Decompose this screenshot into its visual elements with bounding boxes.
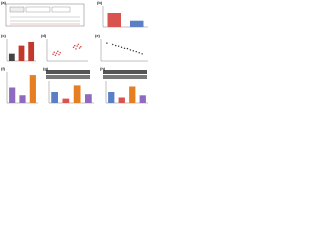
panel-label: (b) xyxy=(97,0,103,5)
figure: (a) (b) (c) (d) (e) (f) (g) (h) xyxy=(1,0,148,104)
diagram-frame xyxy=(5,3,85,27)
panel-label: (f) xyxy=(1,66,6,71)
dot xyxy=(73,44,76,47)
bar xyxy=(18,45,25,61)
blot-band xyxy=(46,75,90,79)
blot-band xyxy=(46,70,90,74)
blot-band xyxy=(103,70,147,74)
bar xyxy=(28,41,35,61)
utr-box xyxy=(51,6,71,13)
dot xyxy=(55,52,58,55)
bar xyxy=(29,75,36,103)
point xyxy=(117,45,120,47)
dot xyxy=(59,51,62,54)
bar xyxy=(73,85,81,103)
bar xyxy=(107,13,121,27)
promoter-box xyxy=(9,6,25,13)
dot xyxy=(53,51,56,53)
point xyxy=(126,47,129,50)
point xyxy=(123,47,126,50)
dot xyxy=(75,48,77,50)
dot xyxy=(58,53,60,56)
dot xyxy=(57,50,59,53)
dot xyxy=(52,53,54,55)
western-blot xyxy=(46,70,147,79)
dot xyxy=(77,43,80,46)
construct-diagram xyxy=(5,3,85,27)
panel-label: (c) xyxy=(1,33,7,38)
bar xyxy=(118,97,125,103)
bar xyxy=(139,95,146,103)
luciferase-box xyxy=(25,6,51,13)
dot xyxy=(79,45,82,48)
bar xyxy=(19,95,26,103)
bar xyxy=(9,87,16,103)
point xyxy=(129,49,132,51)
panel-label: (e) xyxy=(95,33,101,38)
bar xyxy=(8,53,15,61)
dot xyxy=(72,46,75,49)
dot xyxy=(76,45,78,47)
bar xyxy=(108,92,115,103)
point xyxy=(138,52,140,54)
point xyxy=(112,43,114,46)
bar xyxy=(62,98,70,103)
point xyxy=(132,50,135,52)
panel-label: (a) xyxy=(1,0,7,5)
panel-label: (h) xyxy=(100,66,106,71)
point xyxy=(135,50,137,53)
point xyxy=(120,46,123,48)
point xyxy=(114,44,117,47)
point xyxy=(106,42,108,44)
dot xyxy=(78,47,81,49)
point xyxy=(141,53,143,55)
bar xyxy=(129,86,136,103)
bar xyxy=(51,92,58,103)
bar xyxy=(85,94,92,103)
bar xyxy=(130,20,144,27)
blot-band xyxy=(103,75,147,79)
panel-label: (g) xyxy=(43,66,49,71)
dot xyxy=(54,54,57,57)
panel-label: (d) xyxy=(41,33,47,38)
